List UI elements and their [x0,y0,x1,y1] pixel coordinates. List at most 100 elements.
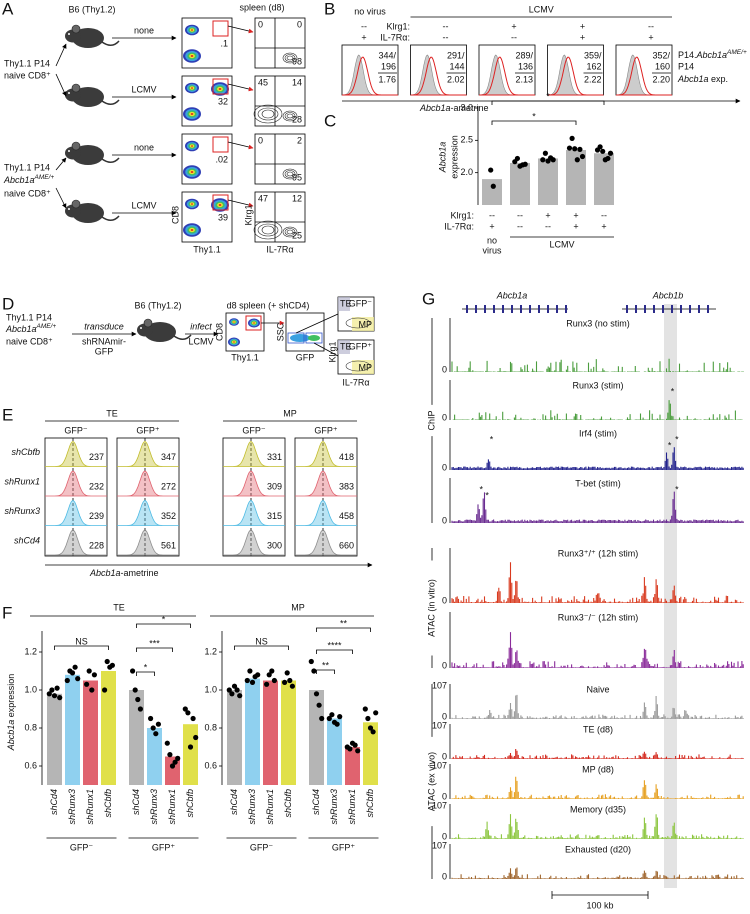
gate-label: MP [359,319,373,329]
data-point [522,161,528,167]
arrow [55,157,67,171]
legend-exp: Abcb1a exp. [677,74,728,84]
gfp-label: GFP⁻ [242,425,266,435]
mfi-p14: 144 [449,61,464,71]
data-point [150,725,156,731]
contour [257,223,279,237]
mfi-value: 660 [339,540,354,550]
data-point [542,150,549,156]
data-point [569,135,575,141]
y-tick-label: 3.0 [460,102,473,112]
y-axis-label-part: expression [6,674,16,720]
gfp-label: GFP⁻ [64,425,88,435]
signal-track [452,400,743,420]
host-label: B6 (Thy1.2) [134,300,181,310]
y-tick-label: 2.5 [460,135,473,145]
contour [345,360,371,372]
significance-label: **** [327,640,342,650]
mouse-ear [71,141,81,151]
data-point [269,668,275,674]
construct-label: shRunx3 [4,506,40,516]
quadrant-value: 0 [258,19,263,29]
significance-label: NS [75,636,88,646]
gate-percent: .1 [220,38,228,48]
track-scale: 0 [442,711,447,721]
y-axis-label: expression [449,135,459,179]
data-point [104,658,110,665]
exon [671,305,673,313]
gfp-label: GFP⁺ [314,425,338,435]
exon [511,305,513,313]
header-label: LCMV [529,4,554,14]
data-point [54,685,60,691]
donor-genotype-part: AME/+ [36,323,57,330]
group-label: GFP⁺ [152,842,176,852]
significance-star: * [671,386,675,396]
expression-ratio: 2.13 [515,74,533,84]
exon [635,305,637,313]
te-gate [338,340,350,354]
data-point [148,715,154,722]
bar [309,690,324,785]
histogram [295,529,357,556]
quadrant-value: 28 [292,114,302,124]
contour [345,317,371,329]
contour [284,170,296,178]
y-axis-label: Abcb1a expression [6,674,16,752]
data-point [597,144,603,150]
legend-exp-part: exp. [709,74,729,84]
step-label: LCMV [188,336,213,346]
category-label: shRunx1 [167,789,177,825]
significance-bracket [136,623,191,628]
data-point [187,744,194,750]
track-scale: 0 [442,412,447,422]
histogram [45,500,107,526]
data-point [266,672,272,678]
axis-label: Abcb1a-ametrine [89,568,159,578]
histogram [295,500,357,526]
significance-star: * [668,440,672,450]
data-point [316,702,322,708]
vector-label: GFP [95,346,114,356]
data-point [370,729,376,735]
category-label: shCbfb [365,789,375,818]
row-value: -- [443,32,449,42]
category-label: shRunx1 [265,789,275,825]
data-point [577,146,583,152]
gate-percent: .02 [215,154,228,164]
mfi-ame: 344/ [378,50,396,60]
significance-star: * [675,484,679,494]
axis-label: Thy1.1 [231,352,259,362]
data-point [89,687,95,693]
contour [286,229,294,235]
data-point [155,721,161,727]
data-point [86,668,92,674]
quadrant-value: 2 [297,135,302,145]
data-point [319,715,325,722]
data-point [137,706,143,712]
row-value: -- [489,210,495,220]
density-contour [218,203,222,207]
axis-label: SSC [275,322,285,341]
density-contour [190,29,194,31]
signal-track [451,776,744,799]
axis-label: CD8 [170,206,180,224]
significance-star: * [480,484,484,494]
density-contour [190,170,194,174]
contour [284,228,296,236]
row-value: -- [601,210,607,220]
row-value: -- [443,21,449,31]
histogram [117,500,179,526]
exon [466,305,468,313]
mfi-value: 458 [339,511,354,521]
histogram-ame [342,56,398,96]
chart-title: MP [291,602,305,612]
bar [65,674,80,785]
data-point [247,668,253,674]
track-scale: 0 [442,871,447,881]
quadrant-value: 0 [258,135,263,145]
quadrant-value: 12 [292,193,302,203]
panel-label: F [2,603,12,622]
legend-ame-part: AME/+ [726,49,747,56]
